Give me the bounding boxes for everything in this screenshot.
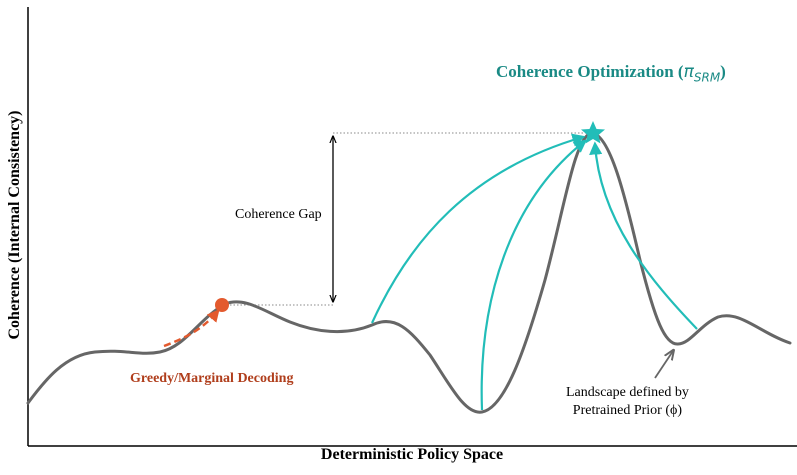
- coherence-gap-label: Coherence Gap: [235, 207, 322, 222]
- greedy-decoding-arrow: [163, 309, 220, 348]
- landscape-curve: [26, 131, 792, 414]
- title-pi: π: [683, 62, 694, 82]
- y-axis-label: Coherence (Internal Consistency): [6, 110, 23, 340]
- optimization-path-3: [589, 141, 698, 330]
- local-maximum-dot: [215, 298, 229, 312]
- title-text: Coherence Optimization (: [496, 62, 684, 81]
- landscape-pointer-arrow: [654, 351, 673, 379]
- landscape-label: Landscape defined by Pretrained Prior (ϕ…: [566, 384, 689, 420]
- axes: [27, 7, 797, 447]
- title-subscript: SRM: [693, 70, 721, 85]
- x-axis-label: Deterministic Policy Space: [320, 446, 504, 463]
- global-maximum-star-icon: [581, 121, 605, 144]
- landscape-label-line1: Landscape defined by: [566, 385, 689, 400]
- greedy-decoding-label: Greedy/Marginal Decoding: [130, 371, 294, 386]
- diagram-title: Coherence Optimization (πSRM): [496, 62, 726, 84]
- landscape-label-line2: Pretrained Prior (ϕ): [572, 403, 683, 418]
- optimization-path-2: [480, 139, 588, 411]
- title-close: ): [720, 62, 726, 81]
- optimization-path-1: [370, 133, 586, 324]
